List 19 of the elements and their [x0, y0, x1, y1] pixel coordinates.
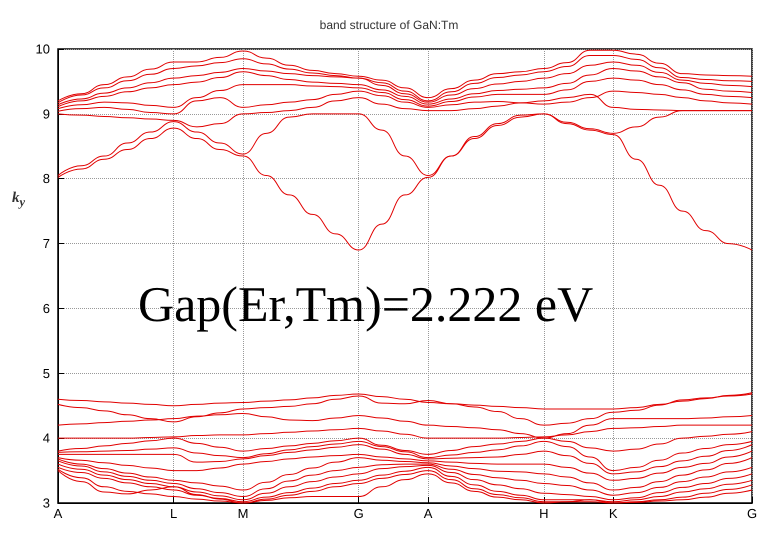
y-tick-label: 6 [42, 300, 50, 316]
x-tick-label: G [354, 506, 364, 521]
y-tick-label: 9 [42, 106, 50, 122]
y-tick-label: 3 [42, 496, 50, 510]
annotation: Gap(Er,Tm)=2.222 eV [138, 276, 594, 332]
x-tick-label: L [170, 506, 178, 521]
chart-title: band structure of GaN:Tm [320, 18, 458, 32]
x-tick-label: H [539, 506, 548, 521]
y-tick-label: 5 [42, 366, 50, 381]
y-tick-label: 7 [42, 236, 50, 252]
y-axis-title: k$_{y}$ [12, 190, 26, 210]
x-tick-label: G [746, 506, 758, 521]
y-tick-label: 4 [42, 430, 50, 446]
x-tick-label: A [54, 506, 63, 521]
y-tick-label: 8 [42, 171, 50, 186]
x-tick-label: M [238, 506, 248, 521]
y-tick-label: 10 [36, 42, 50, 56]
x-tick-label: K [608, 506, 618, 521]
x-tick-label: A [424, 506, 433, 521]
